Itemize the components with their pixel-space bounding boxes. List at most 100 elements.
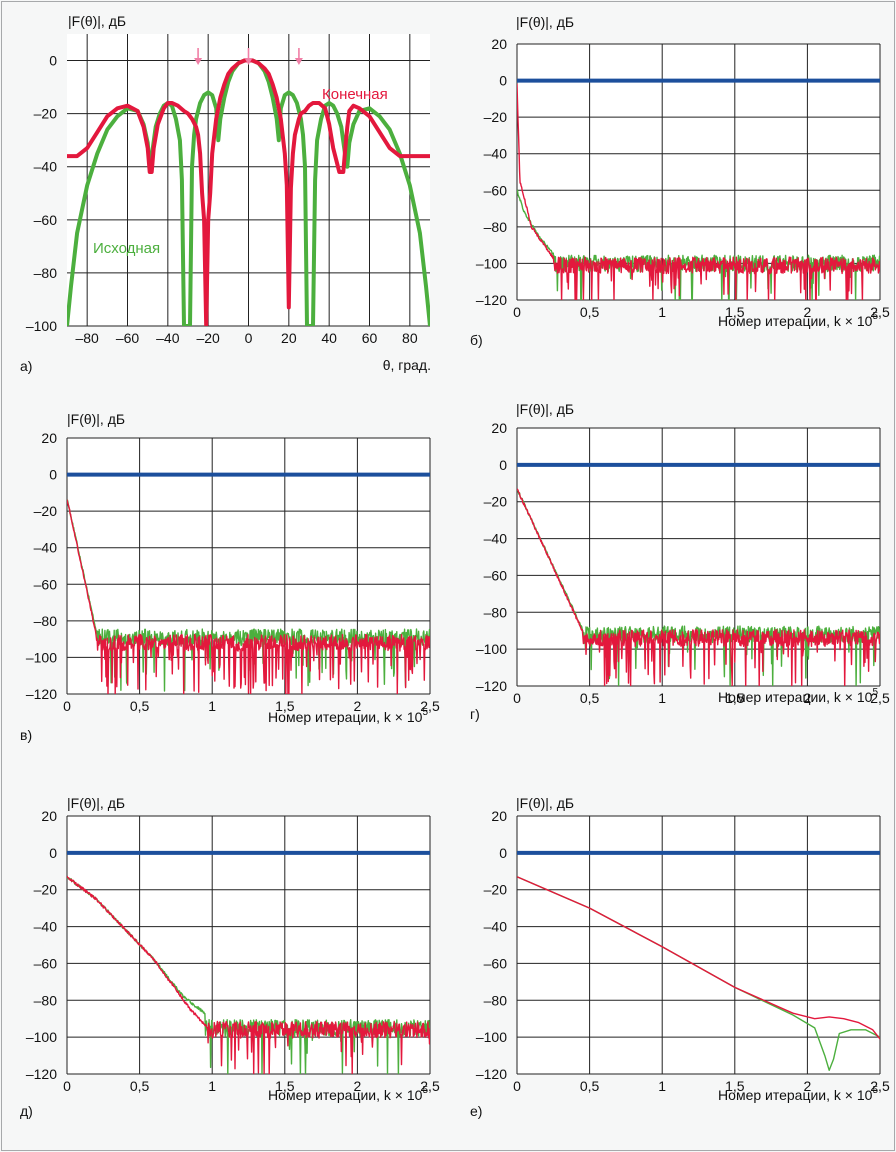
y-tick-label: 0 xyxy=(49,53,57,69)
x-tick-label: 2,5 xyxy=(420,1078,440,1094)
x-tick-label: 60 xyxy=(362,330,378,346)
x-tick-label: 2,5 xyxy=(870,1078,890,1094)
y-tick-label: –40 xyxy=(484,919,508,935)
null-direction-arrow-icon xyxy=(294,48,303,65)
x-tick-label: –80 xyxy=(75,330,99,346)
x-tick-label: 2,5 xyxy=(870,304,890,320)
x-axis-label: Номер итерации, k × 105 xyxy=(268,1085,428,1103)
y-tick-label: –80 xyxy=(484,219,508,235)
panel-label: д) xyxy=(20,1103,33,1119)
x-tick-label: 2 xyxy=(804,1078,812,1094)
panel-label: в) xyxy=(20,727,32,743)
y-axis-label: |F(θ)|, дБ xyxy=(516,795,574,811)
y-tick-label: –120 xyxy=(476,1066,507,1082)
y-tick-label: 20 xyxy=(491,808,507,824)
y-tick-label: –60 xyxy=(484,567,508,583)
y-tick-label: –40 xyxy=(34,919,58,935)
y-tick-label: –100 xyxy=(476,641,507,657)
chart-panel-3: 0 0,5 1 1,5 2 2,5 20 0 –20 –40 –60 –80 –100 –120 |F(θ)… xyxy=(20,411,440,743)
plot-data xyxy=(67,850,430,1074)
x-tick-label: 0,5 xyxy=(580,1078,600,1094)
y-tick-label: –60 xyxy=(484,955,508,971)
chart-panel-1: –80 –60 –40 –20 0 20 40 60 80 0 –20 –40 –60 –80 –100 |F… xyxy=(20,13,431,374)
x-tick-label: 2,5 xyxy=(420,698,440,714)
x-axis-label: Номер итерации, k × 105 xyxy=(718,687,878,705)
series-final-line xyxy=(517,876,880,1040)
series-final-line xyxy=(517,488,880,686)
y-tick-label: 0 xyxy=(499,845,507,861)
y-tick-label: –40 xyxy=(34,159,58,175)
y-tick-label: –20 xyxy=(484,882,508,898)
series-final-line xyxy=(67,499,430,694)
x-axis-label: Номер итерации, k × 105 xyxy=(718,311,878,329)
x-tick-label: 2,5 xyxy=(870,690,890,706)
y-tick-label: –120 xyxy=(476,292,507,308)
y-tick-label: –100 xyxy=(476,1029,507,1045)
y-tick-label: 20 xyxy=(491,36,507,52)
y-axis-label: |F(θ)|, дБ xyxy=(68,13,126,29)
y-tick-label: 20 xyxy=(41,430,57,446)
y-tick-label: 0 xyxy=(499,457,507,473)
y-tick-label: –60 xyxy=(34,955,58,971)
y-tick-label: –120 xyxy=(26,1066,57,1082)
x-tick-label: 0 xyxy=(513,1078,521,1094)
chart-panel-2: 0 0,5 1 1,5 2 2,5 20 0 –20 –40 –60 –80 –100 –120 |F(θ)… xyxy=(470,14,890,348)
y-tick-label: –20 xyxy=(484,109,508,125)
y-tick-label: –100 xyxy=(26,1029,57,1045)
x-tick-label: 0 xyxy=(63,698,71,714)
panel-label: б) xyxy=(470,332,483,348)
x-tick-label: –60 xyxy=(116,330,140,346)
x-tick-label: 1,5 xyxy=(725,1078,745,1094)
y-tick-label: –60 xyxy=(484,182,508,198)
y-tick-label: –40 xyxy=(484,146,508,162)
chart-panel-5: 0 0,5 1 1,5 2 2,5 20 0 –20 –40 –60 –80 –100 –120 |F(θ)… xyxy=(20,795,440,1119)
y-tick-label: –100 xyxy=(476,255,507,271)
x-tick-label: 1 xyxy=(658,690,666,706)
series-annotation-final: Конечная xyxy=(322,86,388,103)
y-tick-label: 0 xyxy=(49,845,57,861)
y-axis-label: |F(θ)|, дБ xyxy=(516,14,574,30)
null-direction-arrow-icon xyxy=(194,48,203,65)
x-tick-label: 0 xyxy=(63,1078,71,1094)
panel-label: а) xyxy=(20,358,32,374)
y-tick-label: –80 xyxy=(484,992,508,1008)
y-tick-label: –120 xyxy=(476,678,507,694)
y-tick-label: 0 xyxy=(499,73,507,89)
y-tick-label: –40 xyxy=(34,540,58,556)
x-tick-label: 2 xyxy=(354,698,362,714)
x-axis-label-exponent: 5 xyxy=(872,687,878,698)
x-tick-label: 1 xyxy=(658,1078,666,1094)
panel-label: е) xyxy=(470,1103,482,1119)
y-tick-label: –100 xyxy=(26,318,57,334)
x-tick-label: 0 xyxy=(245,330,253,346)
x-tick-label: 1 xyxy=(208,698,216,714)
x-tick-label: 1,5 xyxy=(275,698,295,714)
y-tick-label: –100 xyxy=(26,649,57,665)
x-tick-label: 2 xyxy=(804,304,812,320)
panel-label: г) xyxy=(470,706,480,722)
x-axis-label-exponent: 5 xyxy=(872,311,878,322)
x-axis-label-exponent: 5 xyxy=(422,1085,428,1096)
y-tick-label: –80 xyxy=(34,613,58,629)
x-axis-label: θ, град. xyxy=(383,357,431,373)
y-tick-label: –120 xyxy=(26,686,57,702)
chart-panel-6: 0 0,5 1 1,5 2 2,5 20 0 –20 –40 –60 –80 –100 –120 |F(θ)… xyxy=(470,795,890,1119)
plot-area xyxy=(517,44,880,300)
x-axis-label-exponent: 5 xyxy=(872,1085,878,1096)
x-tick-label: 0 xyxy=(513,304,521,320)
y-tick-label: –60 xyxy=(34,576,58,592)
x-tick-label: –40 xyxy=(156,330,180,346)
series-annotation-initial: Исходная xyxy=(93,240,160,257)
x-tick-label: 20 xyxy=(281,330,297,346)
x-tick-label: 2 xyxy=(804,690,812,706)
x-tick-label: 2 xyxy=(354,1078,362,1094)
y-tick-label: 20 xyxy=(491,420,507,436)
y-tick-label: –40 xyxy=(484,531,508,547)
plot-data xyxy=(517,78,880,300)
x-tick-label: 0,5 xyxy=(130,698,150,714)
y-axis-label: |F(θ)|, дБ xyxy=(516,401,574,417)
x-tick-label: 40 xyxy=(321,330,337,346)
x-tick-label: 1,5 xyxy=(725,304,745,320)
x-tick-label: 1,5 xyxy=(725,690,745,706)
x-axis-label: Номер итерации, k × 105 xyxy=(268,707,428,725)
